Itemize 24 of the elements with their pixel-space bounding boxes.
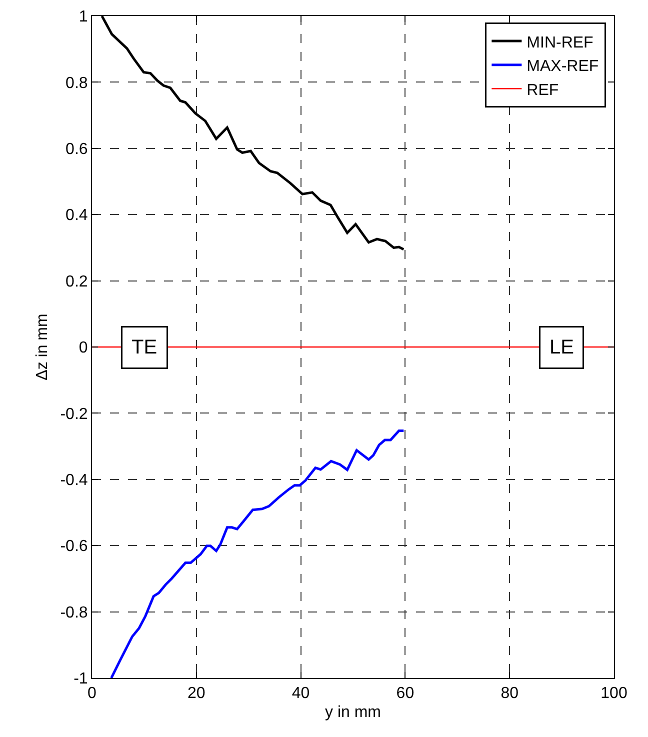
x-tick-label: 20 [188, 685, 206, 702]
legend-label: MIN-REF [526, 34, 594, 52]
line-series [110, 429, 405, 678]
y-axis-title: Δz in mm [34, 314, 52, 380]
x-axis-title: y in mm [325, 704, 381, 721]
y-tick-label: 1 [78, 8, 88, 26]
annotation: LE [550, 336, 574, 358]
y-tick-label: -0.4 [60, 472, 88, 489]
x-tick-label: 80 [500, 685, 519, 702]
y-tick-label: -1 [74, 670, 88, 688]
y-tick-label: 0.8 [66, 74, 88, 92]
y-tick-label: -0.2 [60, 406, 88, 423]
x-tick-label: 40 [292, 685, 310, 702]
y-tick-label: 0.4 [66, 207, 88, 224]
annotation: TE [132, 336, 158, 358]
y-tick-label: 0.2 [66, 273, 88, 290]
y-tick-label: 0 [78, 340, 88, 357]
x-tick-label: 100 [600, 685, 628, 702]
legend-label: REF [526, 82, 559, 99]
legend-label: MAX-REF [526, 58, 599, 76]
x-tick-label: 60 [396, 685, 414, 702]
y-tick-label: 0.6 [66, 141, 88, 158]
y-tick-label: -0.8 [60, 604, 88, 622]
y-tick-label: -0.6 [60, 538, 88, 556]
